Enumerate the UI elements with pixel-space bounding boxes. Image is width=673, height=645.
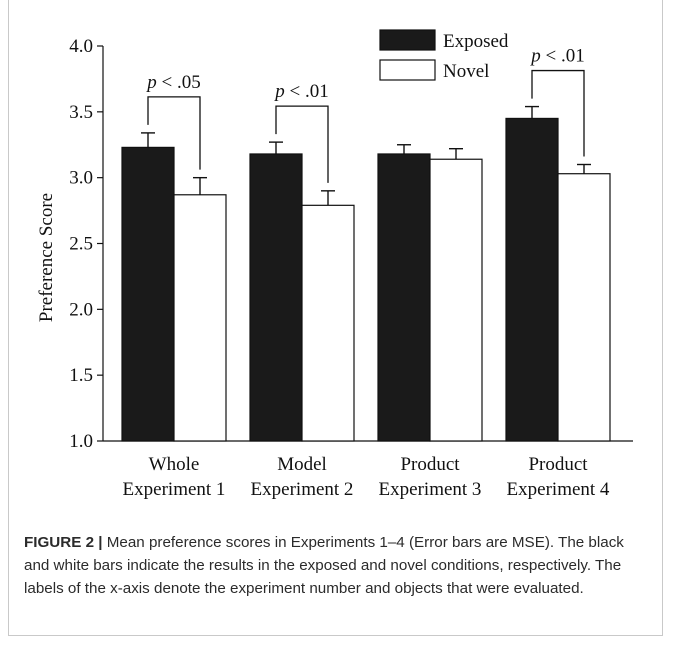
x-tick-label: Product [400,454,460,475]
y-tick-label: 2.5 [69,234,93,255]
figure-caption: FIGURE 2 | Mean preference scores in Exp… [24,531,646,600]
significance-bracket [275,105,329,183]
legend-label-novel: Novel [443,61,489,82]
legend-label-exposed: Exposed [443,31,509,52]
x-tick-label: Product [528,454,588,475]
y-axis-label: Preference Score [36,193,57,322]
caption-text: Mean preference scores in Experiments 1–… [24,534,624,597]
bar-exposed [249,153,303,442]
y-tick-label: 3.5 [69,102,93,123]
figure-label: FIGURE 2 | [24,534,103,551]
bar-novel [173,194,227,442]
significance-label: p < .01 [529,46,584,67]
bar-novel [429,158,483,442]
bar-exposed [377,153,431,442]
y-tick-label: 1.5 [69,365,93,386]
significance-label: p < .05 [145,72,200,93]
legend-swatch-novel [379,59,436,81]
y-tick-label: 3.0 [69,168,93,189]
x-tick-label: Whole [149,454,200,475]
x-tick-label: Experiment 1 [123,479,226,500]
significance-bracket [531,69,585,157]
x-tick-label: Model [277,454,327,475]
y-tick-label: 2.0 [69,299,93,320]
x-tick-label: Experiment 2 [251,479,354,500]
x-tick-label: Experiment 3 [379,479,482,500]
y-tick-label: 4.0 [69,36,93,57]
bar-chart: 1.0 1.5 2.0 2.5 3.0 3.5 4.0 Preference Score Who… [36,29,633,500]
legend-swatch-exposed [379,29,436,51]
bar-novel [301,204,355,442]
significance-bracket [147,96,201,170]
x-tick-label: Experiment 4 [507,479,610,500]
bar-exposed [505,117,559,442]
bar-novel [557,173,611,442]
bar-exposed [121,146,175,442]
y-tick-label: 1.0 [69,431,93,452]
significance-label: p < .01 [273,81,328,102]
figure-frame [8,0,663,636]
